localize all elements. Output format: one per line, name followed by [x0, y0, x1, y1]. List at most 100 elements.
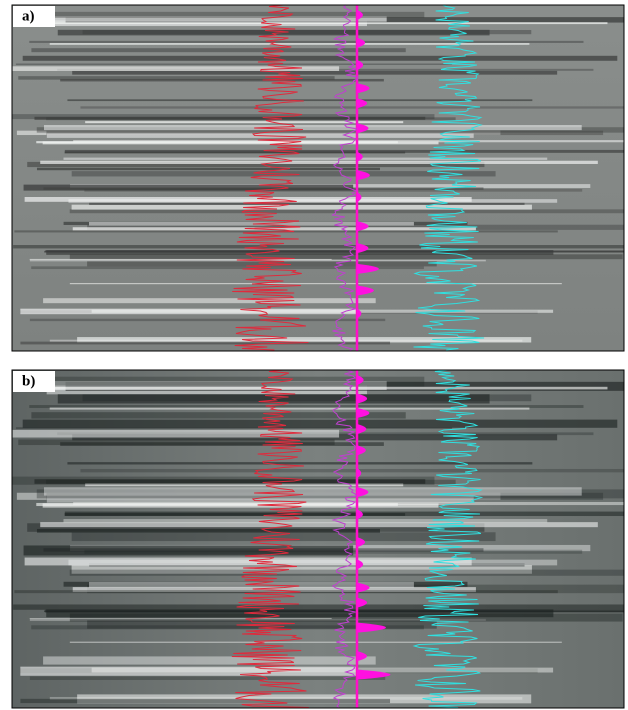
reflector	[22, 55, 618, 61]
reflector	[91, 309, 554, 313]
synthetic-lobe	[357, 445, 366, 456]
reflector	[29, 40, 584, 43]
synthetic-lobe	[357, 393, 368, 404]
reflector	[12, 66, 340, 71]
reflector	[22, 419, 618, 428]
reflector	[64, 149, 624, 153]
reflector	[44, 125, 582, 131]
reflector	[43, 656, 376, 665]
reflector	[12, 114, 435, 120]
reflector	[77, 694, 532, 704]
synthetic-lobe	[357, 487, 369, 498]
panel-border	[11, 4, 625, 352]
reflector	[40, 11, 425, 18]
panel-label: b)	[22, 373, 35, 389]
synthetic-lobe	[357, 597, 368, 608]
reflector	[46, 609, 554, 618]
label-box	[13, 6, 55, 27]
reflector	[12, 476, 435, 485]
reflector	[80, 106, 624, 109]
reflector	[68, 199, 558, 203]
reflector	[60, 78, 384, 82]
reflector	[71, 565, 532, 574]
synthetic-lobe	[357, 669, 391, 680]
reflector	[69, 569, 624, 576]
synthetic-lobe	[357, 59, 364, 70]
cyan-log	[412, 370, 484, 708]
reflector	[72, 70, 558, 75]
reflector	[60, 442, 384, 446]
reflector	[68, 559, 558, 566]
synthetic-lobe	[357, 170, 370, 181]
reflector	[29, 318, 386, 322]
synthetic-lobe	[357, 285, 374, 296]
reflector	[32, 22, 608, 25]
reflector	[67, 99, 533, 102]
reflector	[15, 63, 453, 65]
reflector	[43, 187, 484, 190]
reflector	[16, 492, 501, 500]
reflector	[44, 250, 624, 253]
synthetic-lobe	[357, 424, 367, 435]
panel-a	[12, 5, 624, 351]
reflector	[69, 283, 562, 285]
reflector	[89, 202, 525, 205]
reflector	[69, 209, 624, 214]
reflector	[82, 29, 532, 35]
red-log	[231, 370, 309, 708]
reflector	[64, 511, 624, 517]
reflector	[57, 29, 490, 36]
synthetic-lobe	[357, 582, 370, 593]
reflector	[43, 298, 376, 304]
synthetic-lobe	[357, 98, 368, 109]
reflector	[85, 483, 404, 487]
reflector	[77, 337, 532, 343]
reflector	[40, 376, 425, 387]
reflector	[18, 439, 335, 446]
red-log	[232, 5, 309, 351]
reflector	[31, 412, 406, 419]
reflector	[46, 492, 604, 500]
synthetic-lobe	[357, 123, 369, 134]
reflector	[18, 76, 335, 80]
reflector	[31, 48, 406, 53]
reflector	[29, 258, 332, 260]
reflector	[63, 519, 548, 523]
reflector	[85, 121, 404, 124]
reflector	[23, 184, 354, 191]
label-box	[13, 371, 55, 392]
reflector	[71, 204, 532, 210]
reflector	[29, 405, 584, 408]
reflector	[72, 227, 476, 231]
reflector	[89, 221, 414, 226]
reflector	[34, 479, 426, 484]
reflector	[40, 522, 598, 528]
synthetic-lobe	[357, 83, 370, 94]
reflector	[36, 141, 398, 144]
reflector	[31, 266, 424, 270]
synthetic-lobe	[357, 151, 363, 162]
reflector	[91, 667, 554, 673]
reflector	[47, 16, 387, 22]
synthetic-lobe	[357, 221, 369, 232]
reflector	[36, 528, 380, 533]
reflector	[29, 618, 332, 620]
reflector	[36, 489, 624, 499]
reflector	[46, 250, 554, 255]
synthetic-lobe	[357, 651, 367, 662]
reflector	[20, 341, 391, 345]
reflector	[23, 545, 354, 556]
synthetic-trace	[331, 5, 359, 351]
synthetic-trace	[331, 370, 358, 708]
reflector	[31, 625, 424, 630]
reflector	[13, 604, 624, 610]
synthetic-lobe	[357, 192, 362, 203]
reflector	[67, 462, 533, 465]
reflector	[15, 427, 453, 429]
reflector	[13, 245, 624, 249]
synthetic-lobe	[357, 468, 362, 479]
synthetic-lobe	[357, 243, 369, 254]
synthetic-lobe	[357, 559, 364, 570]
